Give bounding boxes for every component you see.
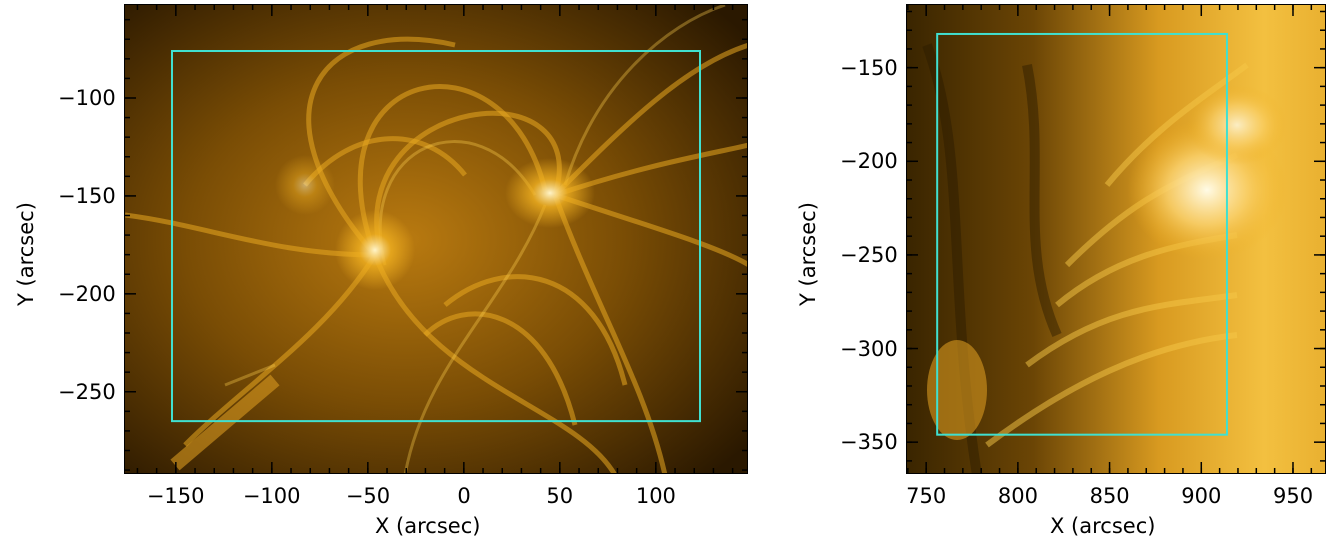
right-y-axis-title: Y (arcsec) [796, 202, 820, 306]
x-tick-label: 750 [906, 484, 947, 508]
x-tick-label: −100 [242, 484, 301, 508]
right-solar-image [907, 5, 1325, 473]
x-tick-label: 0 [457, 484, 471, 508]
y-tick-label: −200 [840, 149, 898, 174]
y-tick-label: −300 [840, 336, 898, 361]
x-tick-label: 900 [1181, 484, 1222, 508]
right-plot-area [906, 4, 1326, 474]
y-tick-label: −200 [58, 281, 116, 306]
x-tick-label: −50 [345, 484, 391, 508]
left-solar-image [125, 5, 747, 473]
left-y-axis-title: Y (arcsec) [14, 202, 38, 306]
x-tick-label: 100 [635, 484, 676, 508]
left-x-axis-title: X (arcsec) [375, 514, 481, 538]
left-plot-area [124, 4, 748, 474]
y-tick-label: −250 [58, 379, 116, 404]
x-tick-label: 50 [546, 484, 574, 508]
y-tick-label: −250 [840, 242, 898, 267]
x-tick-label: 950 [1272, 484, 1314, 508]
y-tick-label: −100 [58, 86, 116, 110]
x-tick-label: 800 [997, 484, 1038, 508]
x-tick-label: −150 [146, 484, 205, 508]
right-x-axis-title: X (arcsec) [1050, 514, 1156, 538]
y-tick-label: −150 [840, 55, 898, 80]
y-tick-label: −350 [840, 430, 898, 455]
x-tick-label: 850 [1089, 484, 1130, 508]
y-tick-label: −150 [58, 183, 116, 208]
